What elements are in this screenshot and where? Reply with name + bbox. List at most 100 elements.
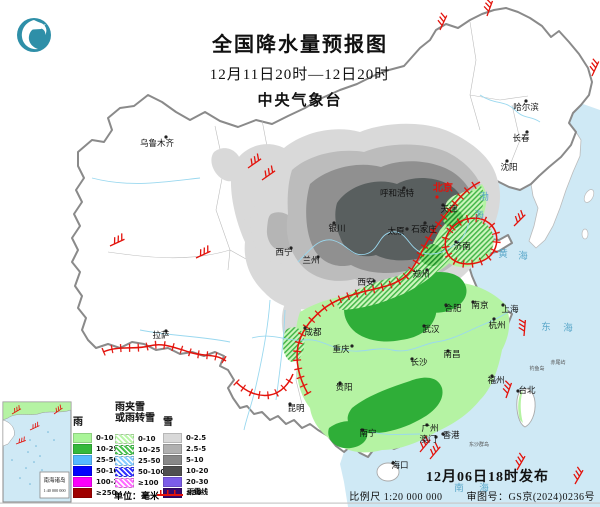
city-label: 福州 [487, 375, 504, 385]
legend-rain-row: ≥250 [73, 487, 128, 498]
city-dot [425, 423, 429, 427]
sea-label-char: 黄 [498, 248, 508, 260]
city-label: 昆明 [287, 403, 304, 413]
city-dot [490, 374, 494, 378]
city-dot [303, 326, 307, 330]
city-label: 南京 [471, 300, 488, 310]
city-label: 香港 [442, 430, 460, 440]
city-dot [360, 428, 364, 432]
legend-snow-swatch [163, 476, 182, 487]
japan-islet [583, 189, 595, 203]
city-label: 上海 [501, 304, 519, 314]
island-label: 钓鱼岛 [529, 365, 544, 372]
city-dot [524, 99, 528, 103]
city-label: 重庆 [332, 344, 350, 354]
sea-label-char: 东 [541, 321, 551, 333]
city-dot [405, 227, 409, 231]
city-label: 银川 [328, 223, 345, 233]
legend-snow: 雪 0-2.5 2.5-5 5-10 10-20 20-30 ≥30 [163, 417, 208, 498]
south-china-sea-inset: 南海诸岛 1:40 000 000 [2, 401, 72, 503]
city-dot [332, 221, 336, 225]
legend-snow-swatch [163, 454, 182, 465]
legend-rain-row: 10-25 [73, 443, 128, 454]
city-label: 石家庄 [411, 224, 437, 234]
legend-sleet-value: 10-25 [138, 445, 161, 454]
city-dot [425, 268, 429, 272]
city-label: 天津 [440, 204, 458, 214]
city-dot [164, 329, 168, 333]
city-label: 西安 [357, 277, 374, 287]
city-label: 西宁 [275, 247, 292, 257]
legend-rain-value: 10-25 [96, 444, 119, 453]
legend-sleet-row: ≥100 [115, 477, 165, 488]
city-label: 长春 [512, 133, 530, 143]
legend-rain-value: ≥250 [96, 488, 117, 497]
city-label: 沈阳 [500, 162, 517, 172]
legend-snow-row: 20-30 [163, 476, 208, 487]
legend-rain-swatch [73, 443, 92, 454]
city-dot [501, 303, 505, 307]
legend-rain-value: 50-100 [96, 466, 124, 475]
city-label: 合肥 [444, 303, 462, 313]
city-dot [164, 135, 168, 139]
legend-snow-value: ≥30 [186, 488, 202, 497]
legend-sleet-row: 10-25 [115, 444, 165, 455]
legend-sleet: 雨夹雪 或雨转雪 0-10 10-25 25-50 50-100 ≥100 [115, 402, 165, 488]
legend-snow-value: 20-30 [186, 477, 209, 486]
city-dot [505, 159, 509, 163]
island-label: 赤尾屿 [550, 359, 565, 366]
city-label: 武汉 [422, 324, 440, 334]
city-dot [516, 389, 520, 393]
legend-sleet-value: ≥100 [138, 478, 159, 487]
legend-sleet-swatch [115, 455, 134, 466]
legend-sleet-swatch [115, 444, 134, 455]
taiwan-green-strip [518, 391, 523, 423]
legend-snow-row: 0-2.5 [163, 432, 208, 443]
legend-snow-value: 5-10 [186, 455, 204, 464]
city-label: 成都 [304, 327, 322, 337]
legend-sleet-swatch [115, 477, 134, 488]
sea-labels: 渤海黄 海东 海南海 [454, 191, 573, 494]
rain-snow-line-icon [157, 489, 183, 496]
legend-rain-swatch [73, 432, 92, 443]
legend-sleet-row: 50-100 [115, 466, 165, 477]
legend-rain-value: 0-10 [96, 433, 114, 442]
city-dot [434, 435, 438, 439]
city-dot [288, 402, 292, 406]
legend-rain: 雨 0-10 10-25 25-50 50-100 100-250 ≥250 [73, 417, 128, 498]
city-dot [422, 324, 426, 328]
legend-rain-swatch [73, 476, 92, 487]
city-dot [471, 300, 475, 304]
city-dot [423, 221, 427, 225]
legend-snow-row: 5-10 [163, 454, 208, 465]
sea-label-char: 海 [474, 209, 484, 221]
rain-snow-line-legend: 雨雪线 [157, 487, 208, 497]
city-dot [391, 461, 395, 465]
unit-label: 单位：毫米 [114, 492, 160, 502]
legend-sleet-value: 25-50 [138, 456, 161, 465]
japan-islet [581, 228, 589, 240]
city-label: 广州 [421, 423, 438, 433]
bottom-frame-line [0, 502, 600, 504]
legend-snow-swatch [163, 465, 182, 476]
inset-label: 南海诸岛 [43, 476, 66, 484]
sea-label-char: 渤 [479, 191, 489, 203]
sea-label-char: 海 [479, 482, 489, 494]
legend-snow-swatch [163, 443, 182, 454]
city-dot [446, 349, 450, 353]
city-dot [402, 186, 406, 190]
city-label: 南昌 [443, 349, 460, 359]
legend-rain-value: 100-250 [96, 477, 129, 486]
scale-and-approval: 比例尺 1:20 000 000 审图号：GS京(2024)0236号 [349, 488, 595, 503]
legend-rain-swatch [73, 487, 92, 498]
legend-rain-title: 雨 [73, 417, 83, 428]
city-dot [441, 432, 445, 436]
city-dot [525, 130, 529, 134]
legend-sleet-swatch [115, 433, 134, 444]
sea-label-char: 南 [454, 482, 464, 494]
city-dot [410, 357, 414, 361]
legend-snow-row: 2.5-5 [163, 443, 208, 454]
